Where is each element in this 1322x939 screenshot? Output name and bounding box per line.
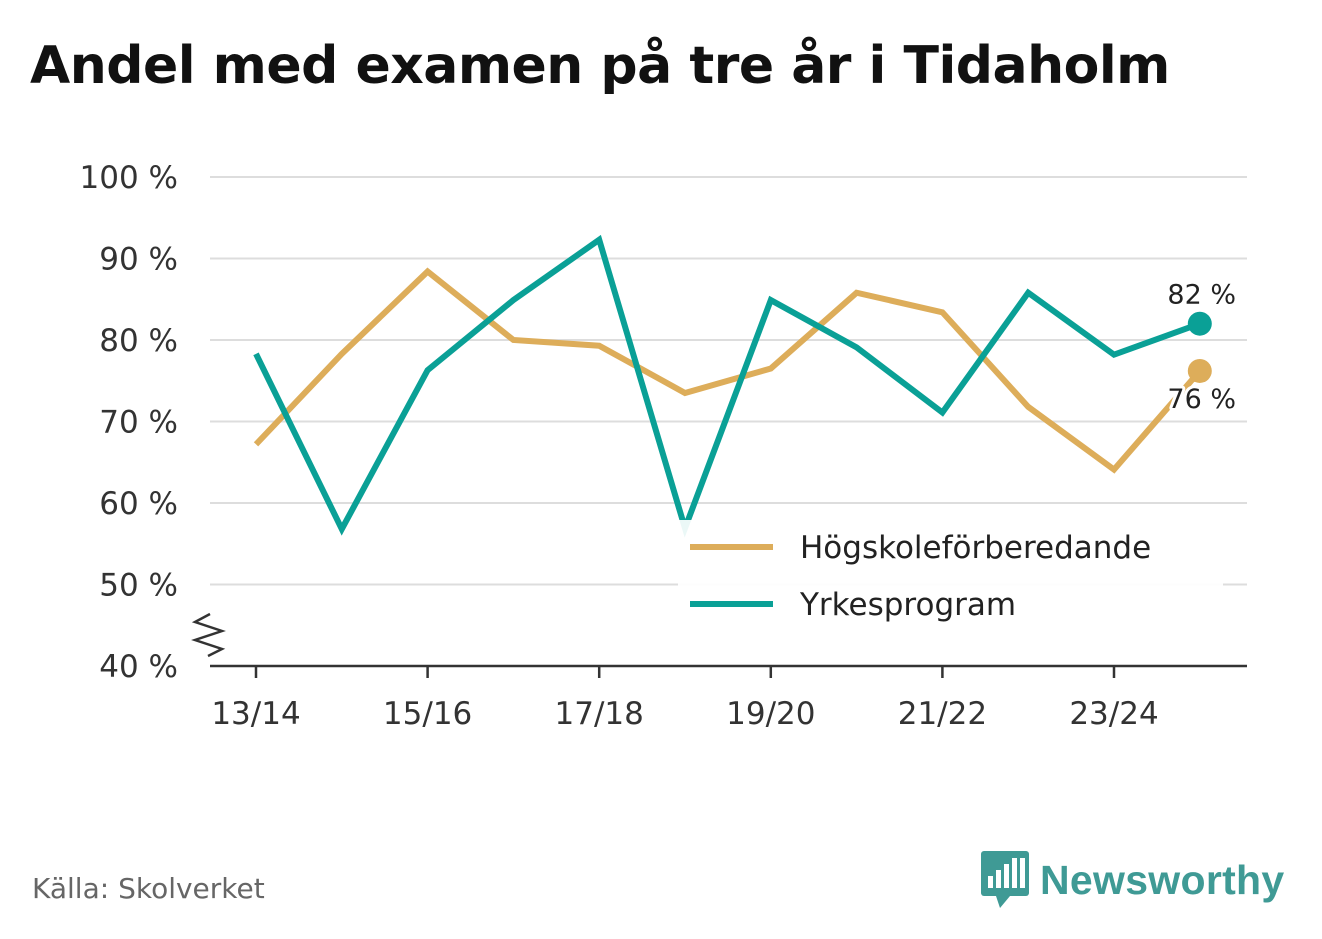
legend: Högskoleförberedande Yrkesprogram <box>678 520 1223 632</box>
source-note: Källa: Skolverket <box>32 872 265 905</box>
x-tick-label: 13/14 <box>211 696 300 732</box>
x-tick-label: 17/18 <box>555 696 644 732</box>
legend-label: Yrkesprogram <box>799 587 1016 623</box>
x-tick-label: 23/24 <box>1069 696 1158 732</box>
legend-background <box>678 520 1223 632</box>
y-tick-label: 40 % <box>99 649 178 685</box>
y-tick-label: 50 % <box>99 568 178 604</box>
series-line-hogskoleforberedande <box>253 267 1203 474</box>
gridlines <box>210 176 1247 586</box>
y-axis: 40 % 50 % 60 % 70 % 80 % 90 % 100 % <box>80 160 226 685</box>
x-tick-label: 19/20 <box>726 696 815 732</box>
x-axis: 13/14 15/16 17/18 19/20 21/22 23/24 <box>210 664 1247 732</box>
end-point-marker <box>1187 311 1212 336</box>
legend-label: Högskoleförberedande <box>800 530 1151 566</box>
newsworthy-logo-icon <box>981 851 1029 908</box>
chart-title: Andel med examen på tre år i Tidaholm <box>30 36 1170 96</box>
series-lines <box>253 234 1212 538</box>
brand-logo[interactable]: Newsworthy <box>980 850 1285 910</box>
y-tick-label: 60 % <box>99 486 178 522</box>
y-tick-label: 70 % <box>99 405 178 441</box>
end-labels: 76 % 82 % <box>1164 277 1239 418</box>
axis-break-icon <box>191 612 226 658</box>
end-value-label: 76 % <box>1167 384 1236 415</box>
x-tick-label: 21/22 <box>898 696 987 732</box>
end-value-label: 82 % <box>1167 280 1236 311</box>
x-tick-label: 15/16 <box>383 696 472 732</box>
y-tick-label: 80 % <box>99 323 178 359</box>
y-tick-label: 90 % <box>99 242 178 278</box>
brand-name: Newsworthy <box>1040 856 1285 903</box>
series-line-yrkesprogram <box>253 234 1201 538</box>
end-point-marker <box>1187 358 1212 383</box>
y-tick-label: 100 % <box>80 160 178 196</box>
